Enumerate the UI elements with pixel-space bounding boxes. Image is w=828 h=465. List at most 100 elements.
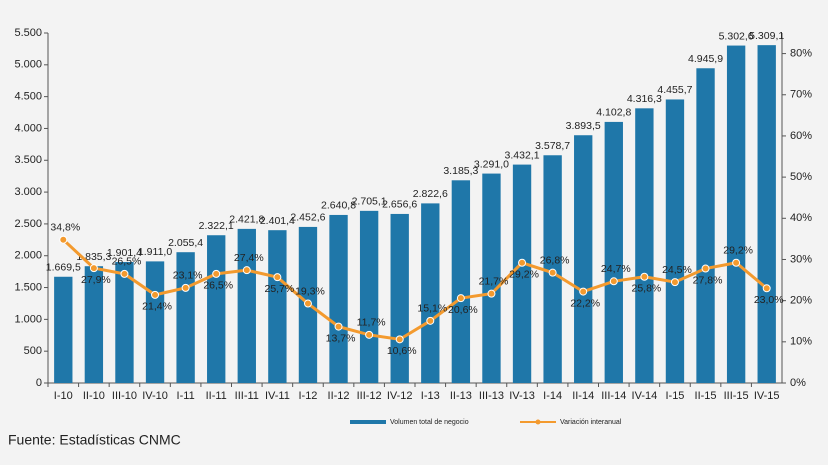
x-tick-label: II-15	[695, 390, 717, 402]
line-value-label: 21,4%	[142, 301, 172, 313]
bar-value-label: 2.822,6	[413, 188, 448, 200]
line-value-label: 22,2%	[570, 297, 600, 309]
line-marker	[212, 269, 221, 278]
line-value-label: 26,8%	[540, 254, 570, 266]
x-tick-label: IV-10	[142, 390, 168, 402]
bar	[421, 203, 440, 383]
x-tick-label: III-11	[235, 390, 259, 402]
bar-value-label: 4.102,8	[596, 107, 631, 119]
bar	[604, 121, 623, 384]
line-value-label: 20,6%	[448, 304, 478, 316]
x-tick-label: IV-14	[632, 390, 658, 402]
bar-value-label: 4.455,7	[657, 84, 692, 96]
line-marker	[548, 268, 557, 277]
legend-label: Variación interanual	[560, 419, 622, 426]
line	[62, 238, 768, 341]
line-value-label: 15,1%	[417, 303, 447, 315]
bar	[726, 45, 746, 383]
bar	[359, 210, 379, 383]
line-marker	[426, 316, 435, 325]
x-tick-label: III-14	[601, 390, 626, 402]
line-value-label: 24,7%	[601, 263, 631, 275]
line-marker	[395, 335, 404, 344]
y2-tick-label: 60%	[790, 130, 812, 142]
line-value-label: 19,3%	[295, 285, 325, 297]
bar	[574, 135, 593, 383]
line-marker	[334, 322, 343, 331]
bar	[757, 45, 776, 383]
y-tick-label: 5.000	[14, 59, 42, 71]
y-tick-label: 4.000	[14, 122, 42, 134]
line-value-label: 25,7%	[264, 283, 294, 295]
bar-value-label: 2.705,1	[352, 196, 387, 208]
source: Fuente: Estadísticas CNMC	[8, 432, 181, 448]
bar	[329, 214, 348, 383]
legend-swatch	[535, 419, 541, 425]
line-marker	[640, 272, 649, 281]
y-tick-label: 4.500	[14, 91, 42, 103]
y2-tick-label: 50%	[790, 171, 812, 183]
bar-value-label: 3.578,7	[535, 140, 570, 152]
bar	[268, 230, 287, 383]
x-tick-label: I-13	[421, 390, 440, 402]
x-tick-label: II-10	[83, 390, 105, 402]
y2-tick-label: 40%	[790, 212, 812, 224]
line-marker	[365, 330, 374, 339]
bar	[390, 213, 409, 383]
line-value-label: 34,8%	[50, 221, 80, 233]
line-marker	[518, 258, 527, 267]
x-tick-label: I-15	[665, 390, 684, 402]
bar-value-label: 5.302,6	[719, 30, 754, 42]
line-marker	[762, 284, 771, 293]
bar-value-label: 1.901,4	[107, 247, 142, 259]
x-tick-label: IV-13	[509, 390, 535, 402]
line-marker	[181, 283, 190, 292]
bar-value-label: 3.893,5	[566, 120, 601, 132]
bar-value-label: 1.669,5	[46, 262, 81, 274]
y2-tick-label: 10%	[790, 336, 812, 348]
line-marker	[487, 289, 496, 298]
bar	[635, 108, 654, 384]
x-tick-label: II-11	[206, 390, 227, 402]
y-tick-label: 500	[24, 345, 42, 357]
y-tick-label: 1.000	[14, 313, 42, 325]
bar-value-label: 2.640,8	[321, 200, 356, 212]
x-tick-label: II-13	[450, 390, 472, 402]
line-marker	[303, 299, 312, 308]
bar-value-label: 2.055,4	[168, 237, 203, 249]
bar-value-label: 2.421,8	[229, 214, 264, 226]
y2-tick-label: 70%	[790, 89, 812, 101]
line-marker	[579, 287, 588, 296]
bar-value-label: 3.291,0	[474, 158, 509, 170]
line-marker	[701, 264, 710, 273]
line-marker	[273, 273, 282, 282]
bar	[665, 99, 685, 384]
bar-value-label: 4.316,3	[627, 93, 662, 105]
line-value-label: 29,2%	[509, 269, 539, 281]
bar-value-label: 2.452,6	[290, 212, 325, 224]
line-value-label: 27,4%	[234, 252, 264, 264]
line-value-label: 11,7%	[357, 317, 386, 329]
bar	[84, 266, 104, 383]
line-value-label: 25,8%	[631, 283, 661, 295]
x-tick-label: IV-15	[754, 390, 780, 402]
y2-tick-label: 80%	[790, 47, 812, 59]
bar	[207, 235, 226, 383]
bar	[482, 173, 501, 383]
y-tick-label: 3.000	[14, 186, 42, 198]
bar-value-label: 2.656,6	[382, 199, 417, 211]
line-value-label: 10,6%	[387, 345, 417, 357]
line-marker	[242, 266, 251, 275]
bar-value-label: 4.945,9	[688, 53, 723, 65]
y2-tick-label: 0%	[790, 377, 806, 389]
y2-tick-label: 30%	[790, 253, 812, 265]
line-marker	[151, 290, 160, 299]
line-value-label: 13,7%	[326, 332, 356, 344]
line-value-label: 29,2%	[723, 245, 753, 257]
line-value-label: 24,5%	[662, 264, 692, 276]
bar	[145, 261, 165, 383]
x-tick-label: I-10	[54, 390, 73, 402]
bar-value-label: 5.309,1	[749, 30, 784, 42]
bar	[696, 68, 715, 383]
